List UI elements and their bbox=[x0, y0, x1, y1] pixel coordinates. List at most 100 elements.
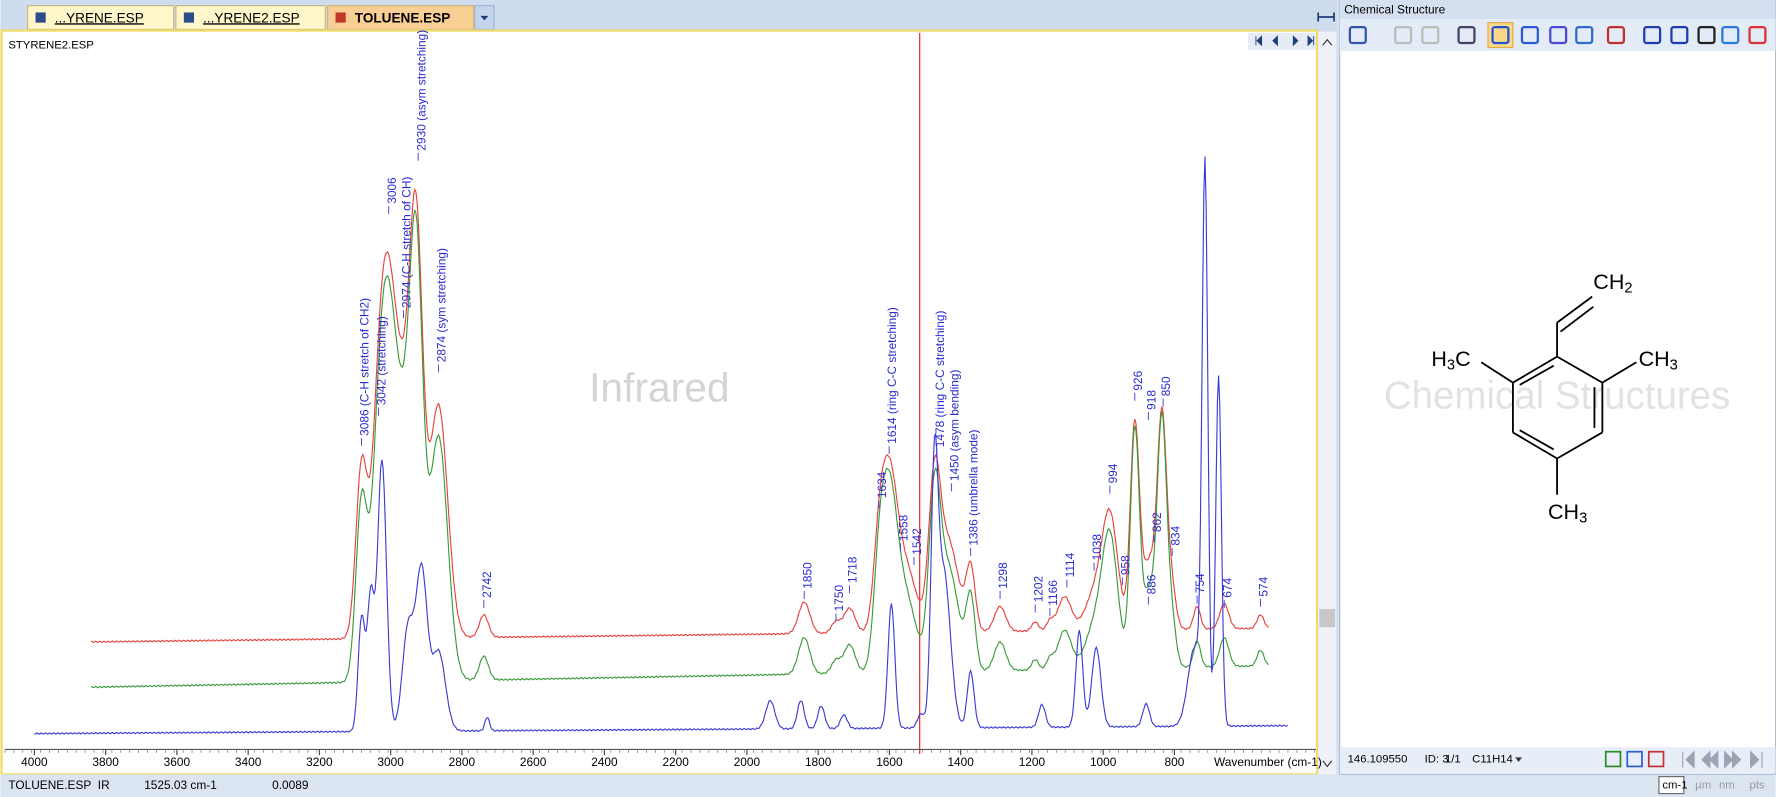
peak-label: 926 bbox=[1131, 370, 1145, 390]
x-tick-label: 3800 bbox=[92, 755, 119, 769]
toolbar-button[interactable] bbox=[1394, 26, 1413, 45]
scroll-up[interactable] bbox=[1322, 38, 1333, 46]
panel-action[interactable] bbox=[1647, 750, 1665, 768]
peak-label: 1718 bbox=[846, 556, 860, 583]
panel-action[interactable] bbox=[1604, 750, 1622, 768]
x-tick-label: 2600 bbox=[520, 755, 547, 769]
atom-subscript: 3 bbox=[1447, 358, 1455, 374]
peak-label: 886 bbox=[1144, 574, 1158, 594]
unit-option[interactable]: pts bbox=[1750, 780, 1765, 792]
panel-header bbox=[1339, 0, 1776, 20]
panel-action[interactable] bbox=[1626, 750, 1643, 768]
unit-option[interactable]: cm-1 bbox=[1662, 780, 1687, 792]
x-tick-label: 4000 bbox=[21, 755, 48, 769]
bond bbox=[1519, 364, 1555, 386]
toolbar-button[interactable] bbox=[1606, 26, 1625, 45]
peak-label: 1450 (asym bending) bbox=[948, 370, 962, 482]
peak-label: 994 bbox=[1106, 463, 1120, 483]
peak-label: 3042 (stretching) bbox=[375, 316, 389, 405]
toolbar-button[interactable] bbox=[1697, 26, 1716, 45]
peak-label: 1166 bbox=[1046, 580, 1060, 606]
bond bbox=[1556, 431, 1603, 460]
toolbar-button[interactable] bbox=[1721, 26, 1740, 45]
peak-label: 862 bbox=[1150, 512, 1164, 532]
tab[interactable]: TOLUENE.ESP bbox=[327, 5, 475, 31]
x-tick-label: 1800 bbox=[805, 755, 832, 769]
toolbar bbox=[1339, 19, 1776, 51]
pin-icon bbox=[1317, 12, 1335, 22]
x-tick-label: 800 bbox=[1165, 755, 1185, 769]
toolbar-button[interactable] bbox=[1348, 26, 1367, 45]
x-tick-label: 1400 bbox=[947, 755, 974, 769]
nav-button[interactable] bbox=[1307, 35, 1315, 47]
atom-subscript: 2 bbox=[1624, 281, 1632, 297]
toolbar-button[interactable] bbox=[1643, 26, 1662, 45]
scrollbar bbox=[1318, 31, 1337, 775]
tab[interactable]: ...YRENE.ESP bbox=[27, 5, 175, 31]
x-tick-label: 2200 bbox=[662, 755, 689, 769]
peak-label: 958 bbox=[1118, 555, 1132, 575]
atom-symbol: C bbox=[1455, 347, 1471, 371]
x-axis-label: Wavenumber (cm-1) bbox=[1214, 755, 1322, 769]
scroll-thumb[interactable] bbox=[1319, 609, 1336, 628]
spectrum-title: STYRENE2.ESP bbox=[8, 39, 94, 51]
atom-symbol: CH bbox=[1548, 500, 1579, 524]
atom-label: CH2 bbox=[1593, 270, 1632, 297]
structure-panel bbox=[1339, 0, 1776, 775]
toolbar-button[interactable] bbox=[1670, 26, 1689, 45]
record-nav[interactable] bbox=[1682, 750, 1695, 769]
bond bbox=[1512, 431, 1558, 460]
status-file: TOLUENE.ESP bbox=[8, 778, 91, 792]
nav-buttons bbox=[1248, 32, 1316, 50]
nav-button[interactable] bbox=[1255, 35, 1263, 47]
toolbar-button[interactable] bbox=[1421, 26, 1440, 45]
record-nav[interactable] bbox=[1750, 750, 1763, 769]
toolbar-button[interactable] bbox=[1491, 26, 1510, 45]
tab-label: ...YRENE2.ESP bbox=[203, 10, 300, 25]
peak-label: 1478 (ring C-C stretching) bbox=[933, 311, 947, 448]
unit-selected bbox=[1658, 776, 1685, 795]
formula-dropdown[interactable] bbox=[1515, 757, 1522, 762]
atom-symbol: CH bbox=[1593, 270, 1624, 294]
x-tick-label: 1000 bbox=[1090, 755, 1117, 769]
nav-button[interactable] bbox=[1292, 35, 1299, 47]
watermark: Infrared bbox=[589, 364, 729, 410]
unit-option[interactable]: nm bbox=[1719, 780, 1735, 792]
scroll-down[interactable] bbox=[1322, 760, 1333, 768]
peak-label: 2874 (sym stretching) bbox=[435, 248, 449, 362]
atom-subscript: 3 bbox=[1670, 358, 1678, 374]
unit-option[interactable]: µm bbox=[1695, 780, 1711, 792]
peak-label: 2742 bbox=[480, 571, 494, 597]
x-tick-label: 2000 bbox=[734, 755, 761, 769]
status-position: 1525.03 cm-1 bbox=[144, 778, 217, 792]
bond bbox=[1519, 429, 1555, 451]
bond bbox=[1556, 295, 1593, 324]
peak-label: 674 bbox=[1220, 578, 1234, 598]
structure-status: 1/1 bbox=[1445, 754, 1461, 766]
peak-label: 1386 (umbrella mode) bbox=[967, 429, 981, 545]
status-technique: IR bbox=[98, 778, 110, 792]
peak-label: 1202 bbox=[1031, 576, 1045, 602]
record-nav[interactable] bbox=[1724, 750, 1742, 769]
tab-icon bbox=[35, 12, 46, 23]
x-tick-label: 3000 bbox=[377, 755, 404, 769]
peak-label: 918 bbox=[1144, 390, 1158, 410]
x-tick-label: 3400 bbox=[235, 755, 262, 769]
x-tick-label: 1200 bbox=[1019, 755, 1046, 769]
status-value: 0.0089 bbox=[272, 778, 309, 792]
toolbar-button[interactable] bbox=[1549, 26, 1568, 45]
record-nav[interactable] bbox=[1701, 750, 1719, 769]
x-tick-label: 2400 bbox=[591, 755, 618, 769]
toolbar-button[interactable] bbox=[1748, 26, 1767, 45]
atom-label: CH3 bbox=[1548, 500, 1587, 527]
tab[interactable]: ...YRENE2.ESP bbox=[175, 5, 326, 31]
toolbar-button[interactable] bbox=[1520, 26, 1539, 45]
tab-icon bbox=[183, 12, 195, 23]
atom-label: CH3 bbox=[1639, 347, 1678, 374]
toolbar-button[interactable] bbox=[1575, 26, 1594, 45]
structure-status: ID: 3 bbox=[1425, 754, 1449, 766]
toolbar-button[interactable] bbox=[1457, 26, 1476, 45]
nav-button[interactable] bbox=[1272, 35, 1278, 47]
